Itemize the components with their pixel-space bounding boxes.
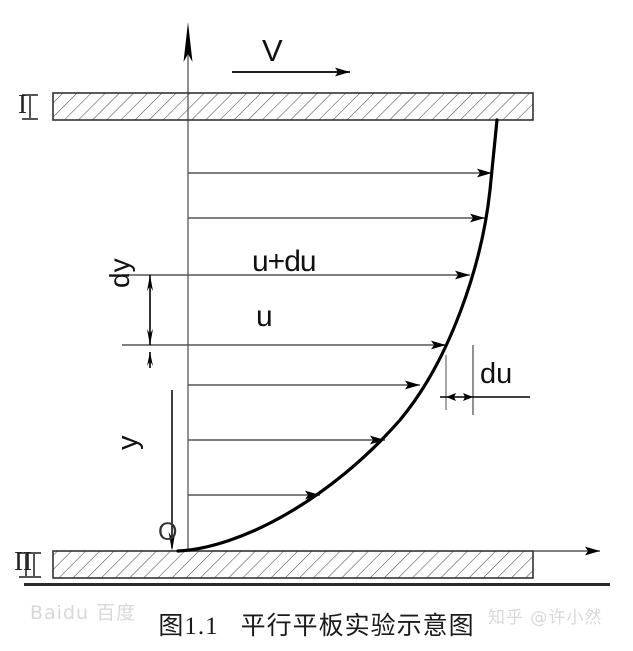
y-label: y (112, 435, 144, 451)
top-plate-marker (22, 94, 38, 120)
y-axis-arrowhead (183, 22, 193, 62)
figure-caption: 图1.1 平行平板实验示意图 (0, 606, 633, 642)
plate-top-label: I (18, 89, 27, 119)
u-plus-du-label: u+du (252, 245, 317, 278)
du-dimension (440, 345, 530, 415)
velocity-arrow-group (122, 168, 492, 500)
y-axis (183, 22, 193, 551)
page-rule-divider (24, 583, 610, 586)
caption-number: 1.1 (184, 613, 219, 640)
bottom-plate-marker (19, 552, 41, 578)
dy-label: dy (104, 258, 135, 288)
caption-text: 平行平板实验示意图 (240, 611, 475, 640)
caption-prefix: 图 (158, 611, 185, 640)
bottom-plate (52, 550, 534, 579)
plate-bottom-label: II (14, 546, 32, 576)
du-label: du (480, 358, 513, 390)
velocity-profile-curve (176, 118, 499, 553)
dy-dimension (147, 275, 153, 368)
top-plate (52, 92, 534, 121)
velocity-top-label: V (262, 33, 283, 68)
y-dimension (168, 390, 176, 551)
u-label: u (256, 300, 273, 333)
origin-label: O (158, 518, 178, 546)
